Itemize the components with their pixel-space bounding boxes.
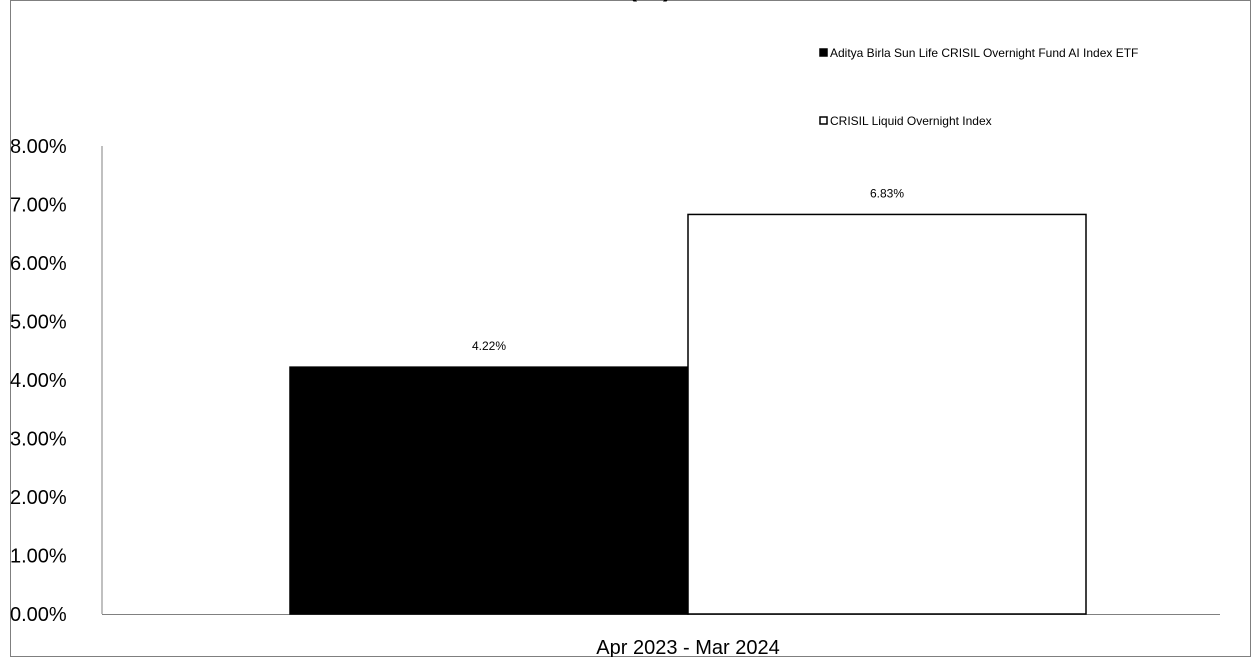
plot-area: 0.00% 1.00% 2.00% 3.00% 4.00% 5.00% 6.00% 7.00%… (10, 136, 1220, 657)
y-tick-label: 5.00% (10, 312, 67, 334)
data-label: 4.22% (472, 339, 506, 353)
y-tick-label: 2.00% (10, 487, 67, 509)
legend-label-index: CRISIL Liquid Overnight Index (830, 114, 992, 128)
x-tick-label: Apr 2023 - Mar 2024 (596, 637, 779, 657)
y-tick-label: 0.00% (10, 604, 67, 626)
legend-swatch-fund (819, 48, 828, 57)
y-tick-label: 3.00% (10, 429, 67, 451)
bar-index (687, 213, 1087, 615)
legend: Aditya Birla Sun Life CRISIL Overnight F… (819, 46, 1138, 128)
y-tick-label: 1.00% (10, 546, 67, 568)
data-label: 6.83% (870, 186, 904, 200)
bar-fund (289, 366, 689, 615)
y-tick-label: 7.00% (10, 195, 67, 217)
chart-title: (…) (628, 0, 671, 2)
y-tick-label: 4.00% (10, 370, 67, 392)
legend-swatch-index (819, 116, 828, 125)
legend-label-fund: Aditya Birla Sun Life CRISIL Overnight F… (830, 46, 1138, 60)
y-tick-label: 6.00% (10, 253, 67, 275)
y-tick-label: 8.00% (10, 136, 67, 158)
